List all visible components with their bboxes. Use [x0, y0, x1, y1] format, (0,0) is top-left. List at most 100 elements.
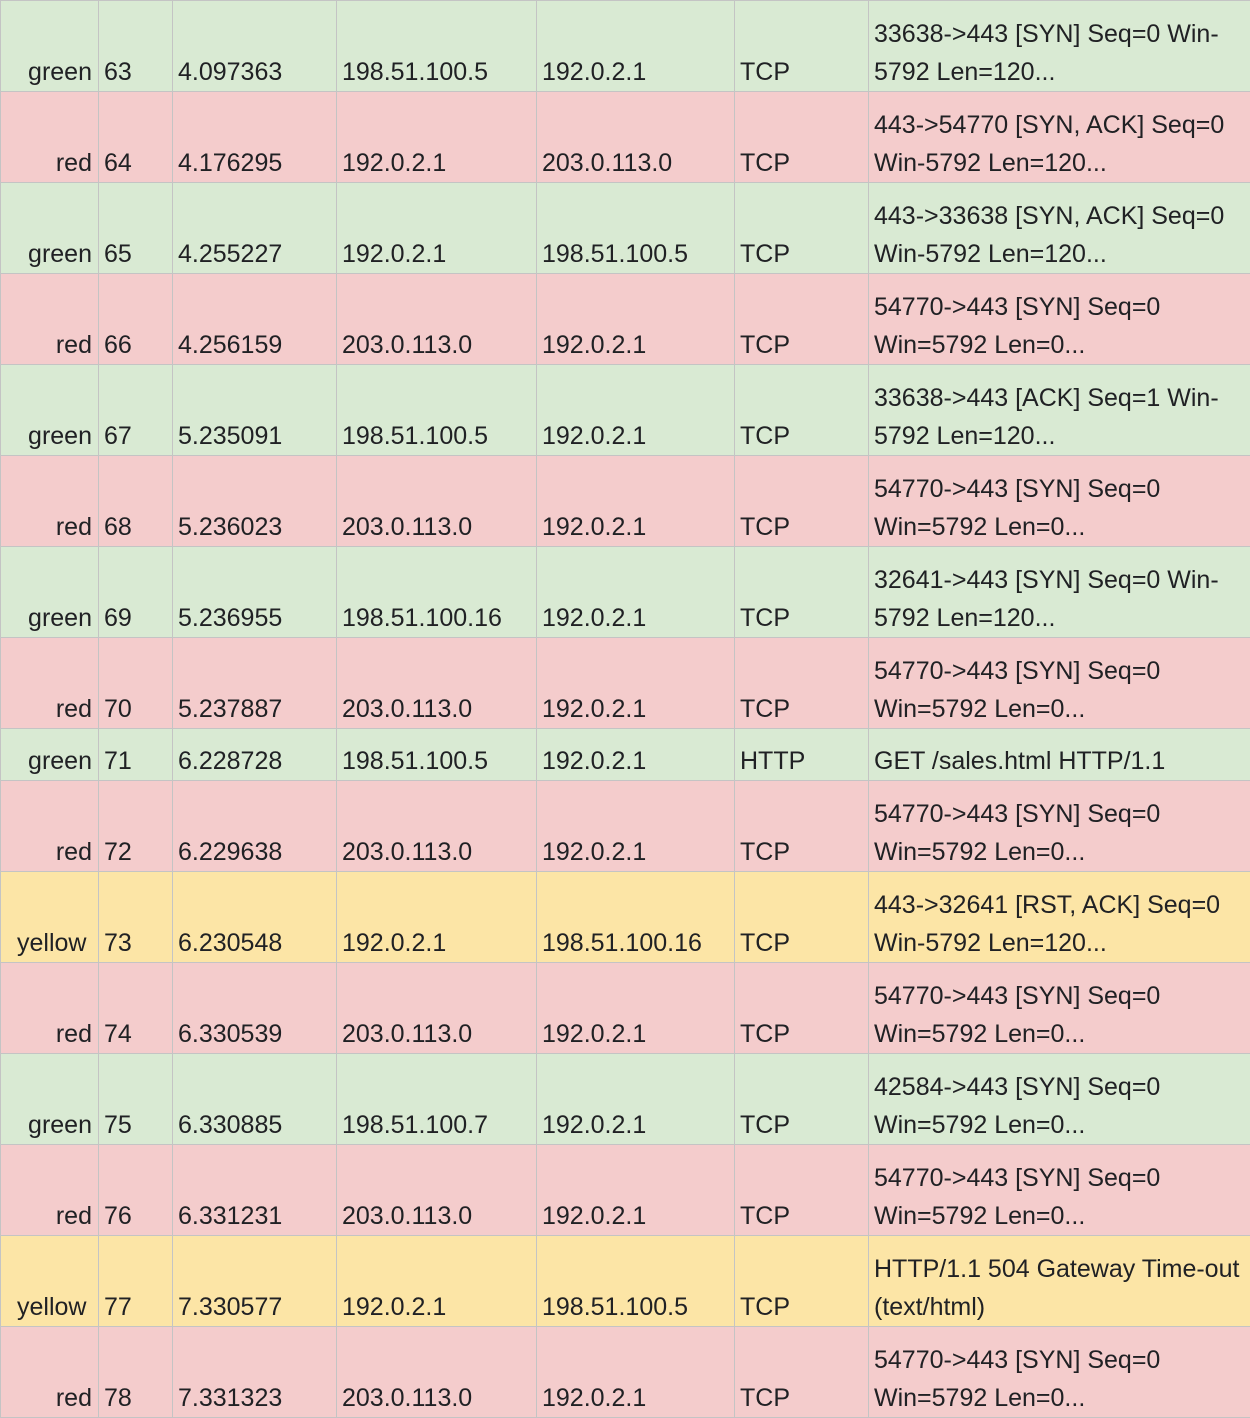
- packet-number-cell[interactable]: 70: [99, 638, 173, 729]
- info-cell[interactable]: GET /sales.html HTTP/1.1: [869, 729, 1250, 781]
- time-cell[interactable]: 7.330577: [173, 1236, 337, 1327]
- info-cell[interactable]: 443->32641 [RST, ACK] Seq=0 Win-5792 Len…: [869, 872, 1250, 963]
- destination-cell[interactable]: 198.51.100.5: [537, 183, 735, 274]
- protocol-cell[interactable]: TCP: [735, 1327, 869, 1418]
- info-cell[interactable]: 32641->443 [SYN] Seq=0 Win-5792 Len=120.…: [869, 547, 1250, 638]
- destination-cell[interactable]: 203.0.113.0: [537, 92, 735, 183]
- packet-number-cell[interactable]: 63: [99, 1, 173, 92]
- protocol-cell[interactable]: TCP: [735, 456, 869, 547]
- packet-number-cell[interactable]: 69: [99, 547, 173, 638]
- source-cell[interactable]: 198.51.100.5: [337, 1, 537, 92]
- time-cell[interactable]: 4.255227: [173, 183, 337, 274]
- packet-number-cell[interactable]: 71: [99, 729, 173, 781]
- protocol-cell[interactable]: TCP: [735, 963, 869, 1054]
- color-cell[interactable]: yellow: [1, 872, 99, 963]
- color-cell[interactable]: green: [1, 1054, 99, 1145]
- protocol-cell[interactable]: TCP: [735, 1, 869, 92]
- color-cell[interactable]: red: [1, 963, 99, 1054]
- info-cell[interactable]: 54770->443 [SYN] Seq=0 Win=5792 Len=0...: [869, 456, 1250, 547]
- color-cell[interactable]: red: [1, 1327, 99, 1418]
- source-cell[interactable]: 198.51.100.5: [337, 729, 537, 781]
- source-cell[interactable]: 203.0.113.0: [337, 1327, 537, 1418]
- protocol-cell[interactable]: TCP: [735, 872, 869, 963]
- source-cell[interactable]: 198.51.100.5: [337, 365, 537, 456]
- destination-cell[interactable]: 192.0.2.1: [537, 274, 735, 365]
- time-cell[interactable]: 4.176295: [173, 92, 337, 183]
- protocol-cell[interactable]: TCP: [735, 1236, 869, 1327]
- protocol-cell[interactable]: TCP: [735, 92, 869, 183]
- packet-number-cell[interactable]: 66: [99, 274, 173, 365]
- info-cell[interactable]: 54770->443 [SYN] Seq=0 Win=5792 Len=0...: [869, 963, 1250, 1054]
- info-cell[interactable]: 54770->443 [SYN] Seq=0 Win=5792 Len=0...: [869, 1145, 1250, 1236]
- protocol-cell[interactable]: TCP: [735, 1054, 869, 1145]
- time-cell[interactable]: 7.331323: [173, 1327, 337, 1418]
- time-cell[interactable]: 6.230548: [173, 872, 337, 963]
- protocol-cell[interactable]: TCP: [735, 183, 869, 274]
- source-cell[interactable]: 192.0.2.1: [337, 92, 537, 183]
- packet-number-cell[interactable]: 75: [99, 1054, 173, 1145]
- info-cell[interactable]: 54770->443 [SYN] Seq=0 Win=5792 Len=0...: [869, 781, 1250, 872]
- info-cell[interactable]: 54770->443 [SYN] Seq=0 Win=5792 Len=0...: [869, 1327, 1250, 1418]
- color-cell[interactable]: red: [1, 92, 99, 183]
- destination-cell[interactable]: 192.0.2.1: [537, 638, 735, 729]
- destination-cell[interactable]: 198.51.100.5: [537, 1236, 735, 1327]
- packet-number-cell[interactable]: 64: [99, 92, 173, 183]
- packet-number-cell[interactable]: 73: [99, 872, 173, 963]
- packet-number-cell[interactable]: 74: [99, 963, 173, 1054]
- destination-cell[interactable]: 192.0.2.1: [537, 781, 735, 872]
- color-cell[interactable]: red: [1, 638, 99, 729]
- packet-number-cell[interactable]: 76: [99, 1145, 173, 1236]
- info-cell[interactable]: HTTP/1.1 504 Gateway Time-out (text/html…: [869, 1236, 1250, 1327]
- color-cell[interactable]: green: [1, 1, 99, 92]
- packet-number-cell[interactable]: 72: [99, 781, 173, 872]
- packet-number-cell[interactable]: 67: [99, 365, 173, 456]
- color-cell[interactable]: green: [1, 365, 99, 456]
- time-cell[interactable]: 6.228728: [173, 729, 337, 781]
- time-cell[interactable]: 6.331231: [173, 1145, 337, 1236]
- time-cell[interactable]: 5.235091: [173, 365, 337, 456]
- source-cell[interactable]: 192.0.2.1: [337, 1236, 537, 1327]
- source-cell[interactable]: 203.0.113.0: [337, 456, 537, 547]
- source-cell[interactable]: 203.0.113.0: [337, 781, 537, 872]
- time-cell[interactable]: 6.330885: [173, 1054, 337, 1145]
- info-cell[interactable]: 54770->443 [SYN] Seq=0 Win=5792 Len=0...: [869, 638, 1250, 729]
- destination-cell[interactable]: 192.0.2.1: [537, 1054, 735, 1145]
- destination-cell[interactable]: 192.0.2.1: [537, 456, 735, 547]
- info-cell[interactable]: 33638->443 [ACK] Seq=1 Win-5792 Len=120.…: [869, 365, 1250, 456]
- protocol-cell[interactable]: TCP: [735, 274, 869, 365]
- destination-cell[interactable]: 192.0.2.1: [537, 1, 735, 92]
- source-cell[interactable]: 192.0.2.1: [337, 872, 537, 963]
- color-cell[interactable]: red: [1, 456, 99, 547]
- source-cell[interactable]: 203.0.113.0: [337, 963, 537, 1054]
- protocol-cell[interactable]: TCP: [735, 547, 869, 638]
- color-cell[interactable]: green: [1, 547, 99, 638]
- time-cell[interactable]: 5.236955: [173, 547, 337, 638]
- color-cell[interactable]: red: [1, 1145, 99, 1236]
- packet-number-cell[interactable]: 65: [99, 183, 173, 274]
- info-cell[interactable]: 443->33638 [SYN, ACK] Seq=0 Win-5792 Len…: [869, 183, 1250, 274]
- source-cell[interactable]: 203.0.113.0: [337, 638, 537, 729]
- color-cell[interactable]: green: [1, 729, 99, 781]
- destination-cell[interactable]: 192.0.2.1: [537, 1327, 735, 1418]
- info-cell[interactable]: 42584->443 [SYN] Seq=0 Win=5792 Len=0...: [869, 1054, 1250, 1145]
- time-cell[interactable]: 6.330539: [173, 963, 337, 1054]
- info-cell[interactable]: 443->54770 [SYN, ACK] Seq=0 Win-5792 Len…: [869, 92, 1250, 183]
- info-cell[interactable]: 33638->443 [SYN] Seq=0 Win-5792 Len=120.…: [869, 1, 1250, 92]
- source-cell[interactable]: 198.51.100.16: [337, 547, 537, 638]
- destination-cell[interactable]: 192.0.2.1: [537, 963, 735, 1054]
- time-cell[interactable]: 5.236023: [173, 456, 337, 547]
- destination-cell[interactable]: 192.0.2.1: [537, 1145, 735, 1236]
- color-cell[interactable]: red: [1, 781, 99, 872]
- source-cell[interactable]: 198.51.100.7: [337, 1054, 537, 1145]
- destination-cell[interactable]: 192.0.2.1: [537, 365, 735, 456]
